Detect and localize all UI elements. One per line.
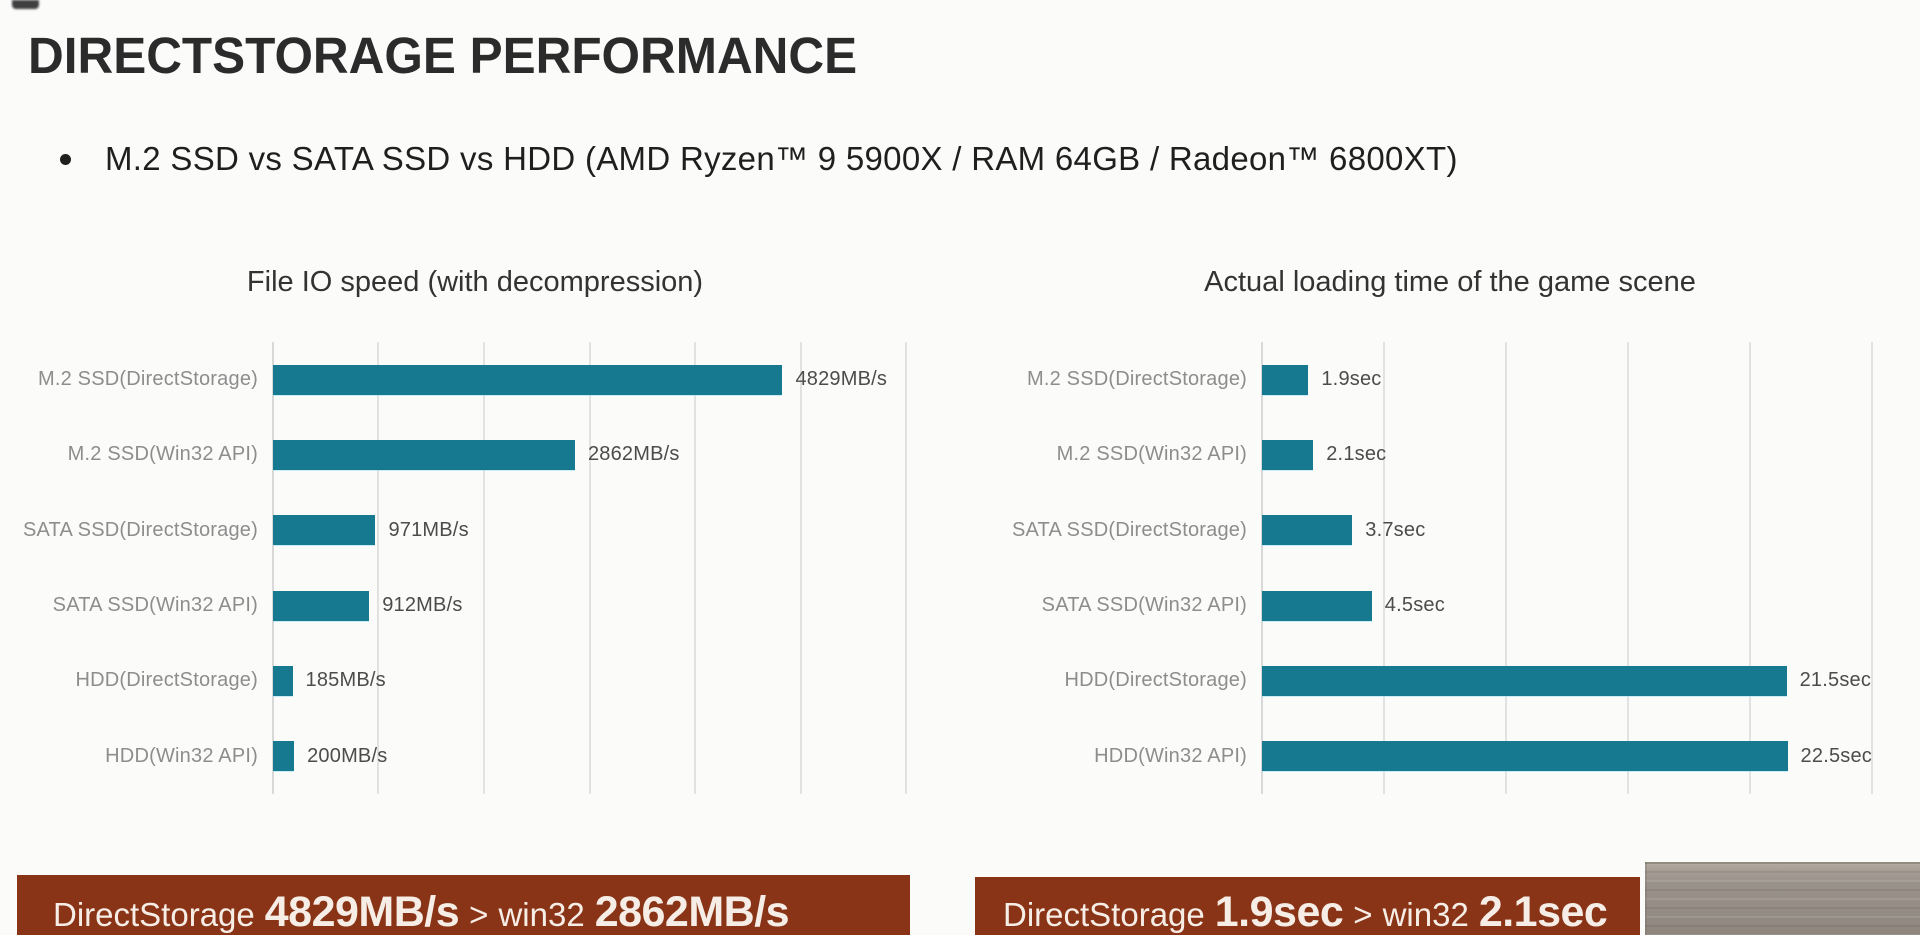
axis-line: [1261, 342, 1263, 794]
banner-comparator: >: [469, 896, 489, 933]
banner-value-primary: 1.9sec: [1214, 888, 1344, 935]
category-label: SATA SSD(Win32 API): [1041, 594, 1247, 617]
bar-value-label: 4829MB/s: [795, 368, 888, 391]
bar-value-label: 200MB/s: [307, 744, 388, 767]
bar-value-label: 21.5sec: [1799, 669, 1872, 692]
category-label: HDD(Win32 API): [105, 744, 258, 767]
banner-value-secondary: 2.1sec: [1478, 888, 1608, 935]
bar-row: 2862MB/s: [273, 417, 906, 492]
bar: [1262, 665, 1787, 696]
bar-value-label: 2862MB/s: [587, 443, 680, 466]
banner-value-primary: 4829MB/s: [264, 888, 460, 935]
category-label: SATA SSD(DirectStorage): [22, 518, 258, 541]
gridline: [377, 342, 380, 794]
bar-row: 2.1sec: [1262, 417, 1872, 492]
gridline: [799, 342, 802, 794]
gridline: [905, 342, 907, 794]
gridline: [1627, 342, 1629, 794]
bar: [273, 515, 376, 546]
bar-row: 200MB/s: [273, 719, 906, 794]
bar-value-label: 4.5sec: [1384, 594, 1445, 617]
bars: 4829MB/s 2862MB/s 971MB/s 912MB/s 185MB/s 200…: [273, 342, 906, 794]
bar: [273, 364, 783, 395]
cropped-logo-mark: [12, 0, 39, 9]
category-label: SATA SSD(Win32 API): [52, 594, 258, 617]
plot-area: 4829MB/s 2862MB/s 971MB/s 912MB/s 185MB/s 200…: [272, 342, 907, 794]
gridline: [1749, 342, 1751, 794]
gridline: [1383, 342, 1385, 794]
io-speed-summary-banner: DirectStorage 4829MB/s > win32 2862MB/s: [17, 875, 910, 935]
gridline: [693, 342, 696, 794]
bars: 1.9sec 2.1sec 3.7sec 4.5sec 21.5sec 22.5sec: [1262, 342, 1872, 794]
file-io-speed-chart: M.2 SSD(DirectStorage) M.2 SSD(Win32 API)…: [22, 342, 907, 794]
bar: [1262, 439, 1314, 470]
bar-value-label: 2.1sec: [1326, 443, 1387, 466]
category-label: M.2 SSD(Win32 API): [67, 443, 258, 466]
right-chart-title: Actual loading time of the game scene: [1204, 266, 1696, 298]
left-chart-title: File IO speed (with decompression): [246, 266, 704, 298]
bar-value-label: 912MB/s: [382, 594, 463, 617]
gridline: [1871, 342, 1873, 794]
bar: [1262, 741, 1788, 772]
bar-value-label: 971MB/s: [388, 518, 469, 541]
axis-line: [272, 342, 274, 794]
category-labels: M.2 SSD(DirectStorage) M.2 SSD(Win32 API)…: [22, 342, 258, 794]
category-label: SATA SSD(DirectStorage): [1011, 518, 1247, 541]
bar-row: 1.9sec: [1262, 342, 1872, 417]
bar: [1262, 590, 1372, 621]
category-labels: M.2 SSD(DirectStorage) M.2 SSD(Win32 API)…: [1011, 342, 1247, 794]
banner-secondary-label: win32: [498, 896, 585, 933]
category-label: HDD(DirectStorage): [1064, 669, 1247, 692]
bar-row: 3.7sec: [1262, 493, 1872, 568]
bar-row: 971MB/s: [273, 493, 906, 568]
banner-comparator: >: [1353, 896, 1373, 933]
bar-row: 4829MB/s: [273, 342, 906, 417]
bar-row: 185MB/s: [273, 643, 906, 718]
plot-area: 1.9sec 2.1sec 3.7sec 4.5sec 21.5sec 22.5sec: [1261, 342, 1873, 794]
category-label: M.2 SSD(DirectStorage): [37, 368, 258, 391]
category-label: HDD(Win32 API): [1094, 744, 1247, 767]
bar-row: 912MB/s: [273, 568, 906, 643]
bar-row: 22.5sec: [1262, 719, 1872, 794]
subtitle-row: M.2 SSD vs SATA SSD vs HDD (AMD Ryzen™ 9…: [60, 140, 1458, 178]
loading-time-summary-banner: DirectStorage 1.9sec > win32 2.1sec: [975, 877, 1640, 935]
bar: [273, 590, 370, 621]
category-label: M.2 SSD(Win32 API): [1056, 443, 1247, 466]
desk-wood-corner: [1645, 862, 1920, 935]
subtitle-text: M.2 SSD vs SATA SSD vs HDD (AMD Ryzen™ 9…: [105, 140, 1458, 177]
bar: [273, 439, 575, 470]
banner-secondary-label: win32: [1382, 896, 1469, 933]
banner-value-secondary: 2862MB/s: [594, 888, 790, 935]
bar: [1262, 515, 1353, 546]
category-label: M.2 SSD(DirectStorage): [1026, 368, 1247, 391]
bar: [1262, 364, 1309, 395]
banner-prefix: DirectStorage: [53, 896, 255, 933]
bar-value-label: 3.7sec: [1365, 518, 1426, 541]
bar-value-label: 185MB/s: [305, 669, 386, 692]
bar-row: 4.5sec: [1262, 568, 1872, 643]
bar: [273, 665, 293, 696]
gridline: [1505, 342, 1507, 794]
page-title: DIRECTSTORAGE PERFORMANCE: [28, 27, 858, 84]
bullet-icon: [60, 153, 71, 165]
bar: [273, 741, 295, 772]
bar-value-label: 22.5sec: [1800, 744, 1872, 767]
category-label: HDD(DirectStorage): [75, 669, 258, 692]
bar-value-label: 1.9sec: [1321, 368, 1382, 391]
bar-row: 21.5sec: [1262, 643, 1872, 718]
gridline: [482, 342, 485, 794]
banner-prefix: DirectStorage: [1003, 896, 1205, 933]
gridline: [588, 342, 591, 794]
loading-time-chart: M.2 SSD(DirectStorage) M.2 SSD(Win32 API)…: [1011, 342, 1873, 794]
